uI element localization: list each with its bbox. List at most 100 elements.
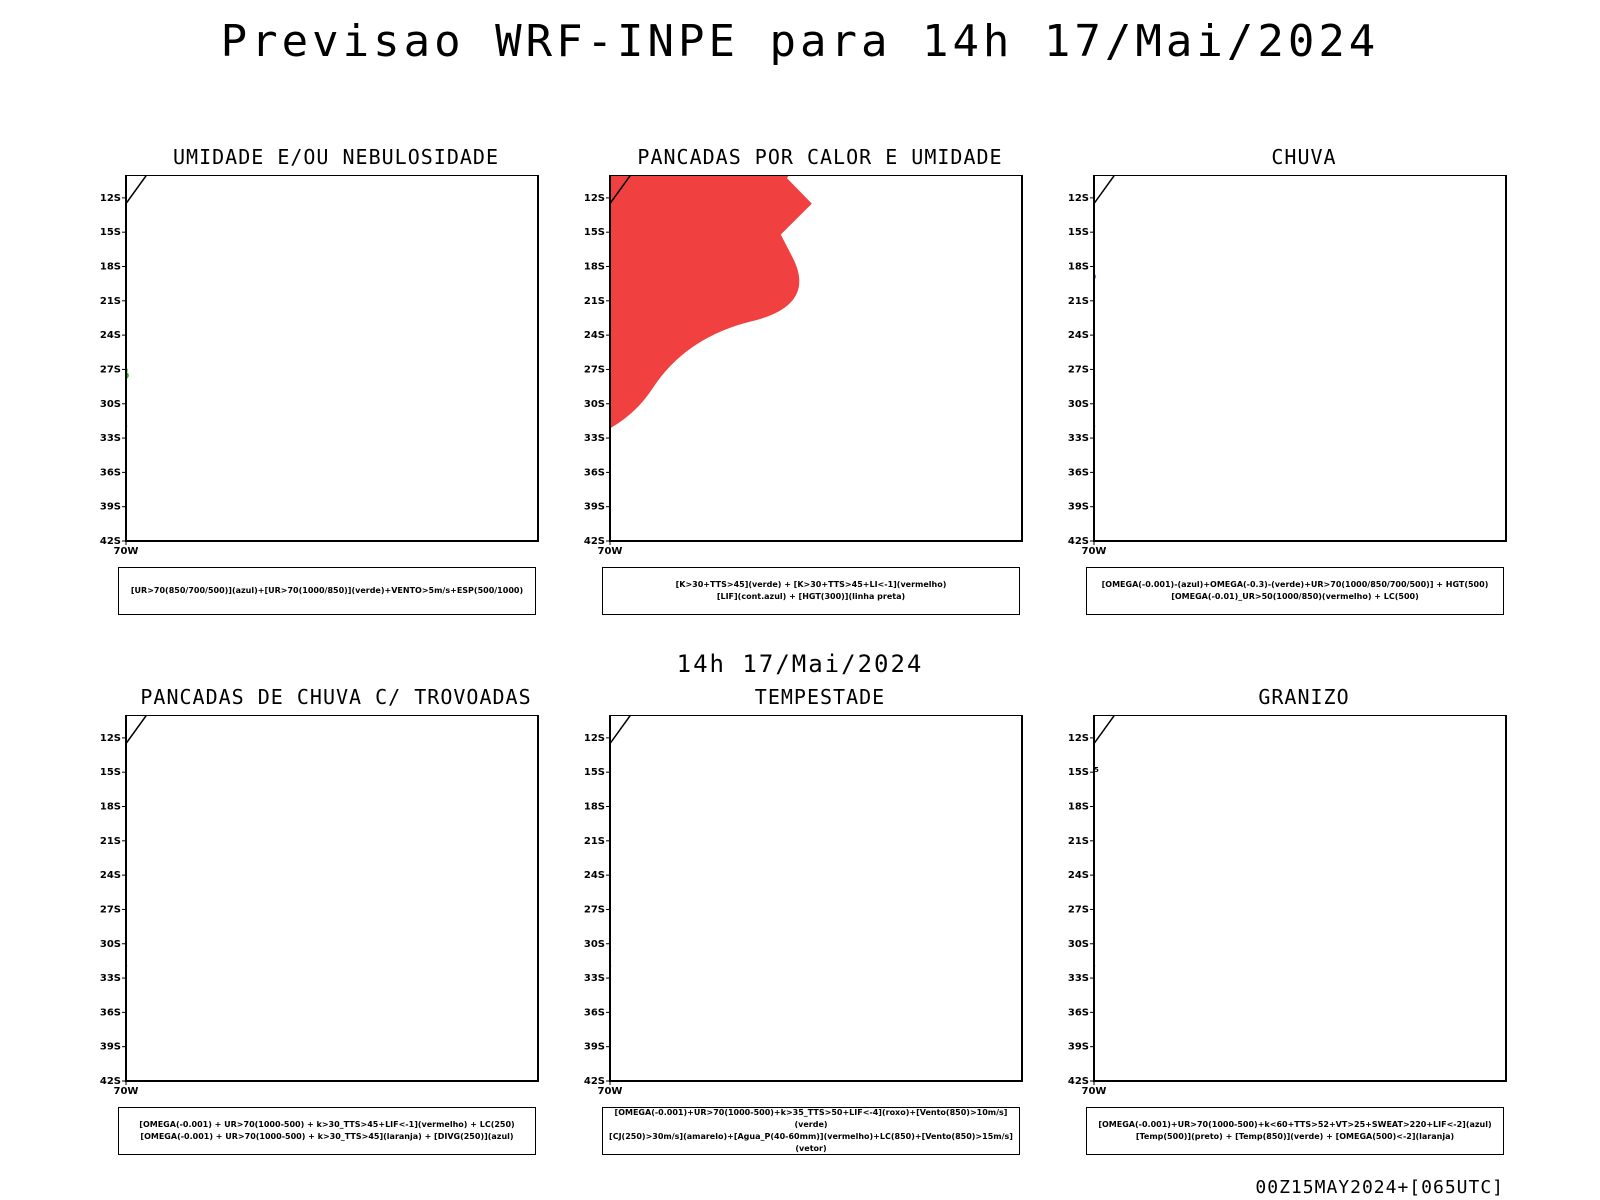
- legend-line: [OMEGA(-0.001) + UR>70(1000-500) + k>30_…: [139, 1120, 515, 1129]
- lat-tick-label: 36S: [100, 1007, 121, 1018]
- lon-tick-label: 70W: [1082, 546, 1107, 557]
- lat-tick-label: 15S: [100, 227, 121, 238]
- map-frame: [609, 175, 1023, 542]
- map-panel-6: GRANIZO 1518-12-15-18-21-24-18-21-24-12-9…: [1064, 685, 1544, 1155]
- lat-tick-label: 18S: [100, 802, 121, 813]
- lat-tick-label: 27S: [100, 904, 121, 915]
- map-panel-1: UMIDADE E/OU NEBULOSIDADE 101210121012101…: [96, 145, 576, 615]
- main-title: Previsao WRF-INPE para 14h 17/Mai/2024: [220, 16, 1380, 67]
- map-plot: 1012101210121016101610121020102010241012…: [96, 175, 539, 557]
- lon-tick-label: 70W: [114, 1086, 139, 1097]
- legend-caption: [OMEGA(-0.001)+UR>70(1000-500)+k>35_TTS>…: [602, 1107, 1020, 1155]
- panel-title: PANCADAS DE CHUVA C/ TROVOADAS: [140, 685, 532, 709]
- lat-tick-label: 27S: [584, 904, 605, 915]
- lat-tick-label: 36S: [1068, 1007, 1089, 1018]
- model-run-footer: 00Z15MAY2024+[065UTC]: [1255, 1177, 1504, 1198]
- lat-tick-label: 39S: [100, 1042, 121, 1053]
- lat-tick-label: 39S: [100, 502, 121, 513]
- map-panel-2: PANCADAS POR CALOR E UMIDADE 968096809680…: [580, 145, 1060, 615]
- lat-tick-label: 24S: [1068, 870, 1089, 881]
- legend-line: [K>30+TTS>45](verde) + [K>30+TTS>45+LI<-…: [675, 580, 947, 589]
- lat-tick-label: 36S: [584, 1007, 605, 1018]
- panel-title: PANCADAS POR CALOR E UMIDADE: [637, 145, 1003, 169]
- lat-tick-label: 30S: [1068, 939, 1089, 950]
- lat-tick-label: 18S: [584, 262, 605, 273]
- lat-tick-label: 18S: [584, 802, 605, 813]
- lat-tick-label: 30S: [100, 939, 121, 950]
- map-frame: [609, 715, 1023, 1082]
- lat-tick-label: 39S: [1068, 502, 1089, 513]
- legend-line: [OMEGA(-0.001)-(azul)+OMEGA(-0.3)-(verde…: [1101, 580, 1489, 589]
- lat-tick-label: 33S: [100, 973, 121, 984]
- legend-line: [OMEGA(-0.01)_UR>50(1000/850)(vermelho) …: [1171, 592, 1419, 601]
- legend-line: [OMEGA(-0.001)+UR>70(1000-500)+k>35_TTS>…: [614, 1108, 1008, 1129]
- lat-tick-label: 30S: [584, 939, 605, 950]
- lat-tick-label: 42S: [100, 536, 121, 547]
- lat-tick-label: 30S: [584, 399, 605, 410]
- contour-label: 561: [1066, 444, 1081, 452]
- legend-line: [CJ(250)>30m/s](amarelo)+[Agua_P(40-60mm…: [609, 1132, 1013, 1153]
- contour-label: 15: [1089, 766, 1099, 774]
- legend-caption: [K>30+TTS>45](verde) + [K>30+TTS>45+LI<-…: [602, 567, 1020, 615]
- lat-tick-label: 39S: [1068, 1042, 1089, 1053]
- wind-vector: [96, 526, 104, 530]
- lat-tick-label: 21S: [584, 836, 605, 847]
- lat-tick-label: 33S: [100, 433, 121, 444]
- lon-tick-label: 70W: [1082, 1086, 1107, 1097]
- map-plot: 12S15S18S21S24S27S30S33S36S39S42S70W65W6…: [100, 715, 539, 1097]
- lat-tick-label: 42S: [1068, 1076, 1089, 1087]
- map-fields: -40-50302010: [610, 715, 739, 1081]
- forecast-time-subtitle: 14h 17/Mai/2024: [676, 650, 924, 678]
- lat-tick-label: 27S: [100, 364, 121, 375]
- lat-tick-label: 33S: [1068, 433, 1089, 444]
- panel-title: GRANIZO: [1258, 685, 1350, 709]
- lat-tick-label: 12S: [100, 733, 121, 744]
- lat-tick-label: 21S: [584, 296, 605, 307]
- lat-tick-label: 24S: [100, 330, 121, 341]
- panel-title: TEMPESTADE: [754, 685, 886, 709]
- legend-caption: [OMEGA(-0.001) + UR>70(1000-500) + k>30_…: [118, 1107, 536, 1155]
- map-fields: 9680968096809600952094409360928092009120…: [610, 175, 812, 474]
- wind-vector: [96, 412, 104, 416]
- lat-tick-label: 42S: [100, 1076, 121, 1087]
- map-panel-5: TEMPESTADE -40-50302010 12S 15S 18S 21S 24S 27S…: [580, 685, 1060, 1155]
- lat-tick-label: 36S: [584, 467, 605, 478]
- map-panel-4: PANCADAS DE CHUVA C/ TROVOADAS 12S 15S 18S 2…: [96, 685, 576, 1155]
- lat-tick-label: 24S: [1068, 330, 1089, 341]
- legend-line: [LIF](cont.azul) + [HGT(300)](linha pret…: [716, 592, 906, 601]
- lon-tick-label: 70W: [598, 1086, 623, 1097]
- lat-tick-label: 18S: [100, 262, 121, 273]
- lat-tick-label: 24S: [584, 870, 605, 881]
- lat-tick-label: 39S: [584, 1042, 605, 1053]
- lat-tick-label: 33S: [584, 433, 605, 444]
- lat-tick-label: 21S: [100, 296, 121, 307]
- lat-tick-label: 15S: [1068, 767, 1089, 778]
- lat-tick-label: 15S: [584, 767, 605, 778]
- legend-caption: [OMEGA(-0.001)-(azul)+OMEGA(-0.3)-(verde…: [1086, 567, 1504, 615]
- panel-title: CHUVA: [1271, 145, 1337, 169]
- lat-tick-label: 12S: [584, 193, 605, 204]
- lat-tick-label: 27S: [584, 364, 605, 375]
- legend-line: [OMEGA(-0.001)+UR>70(1000-500)+k<60+TTS>…: [1098, 1120, 1492, 1129]
- lat-tick-label: 42S: [1068, 536, 1089, 547]
- lat-tick-label: 27S: [1068, 904, 1089, 915]
- map-frame: [1093, 715, 1507, 1082]
- lat-tick-label: 42S: [584, 1076, 605, 1087]
- map-plot: -40-50302010 12S 15S 18S 21S 24S 27S 30S 33S 36S 3…: [584, 715, 1023, 1097]
- lat-tick-label: 12S: [1068, 733, 1089, 744]
- lat-tick-label: 36S: [1068, 467, 1089, 478]
- legend-line: [Temp(500)](preto) + [Temp(850)](verde) …: [1135, 1132, 1455, 1141]
- map-frame: [125, 715, 539, 1082]
- lat-tick-label: 12S: [584, 733, 605, 744]
- map-plot: 5885855825795765735705675645615585555525…: [1066, 175, 1507, 557]
- lat-tick-label: 21S: [1068, 296, 1089, 307]
- map-frame: [1093, 175, 1507, 542]
- lat-tick-label: 15S: [584, 227, 605, 238]
- lat-tick-label: 24S: [584, 330, 605, 341]
- lat-tick-label: 39S: [584, 502, 605, 513]
- lat-tick-label: 33S: [584, 973, 605, 984]
- legend-caption: [OMEGA(-0.001)+UR>70(1000-500)+k<60+TTS>…: [1086, 1107, 1504, 1155]
- legend-line: [OMEGA(-0.001) + UR>70(1000-500) + k>30_…: [140, 1132, 514, 1141]
